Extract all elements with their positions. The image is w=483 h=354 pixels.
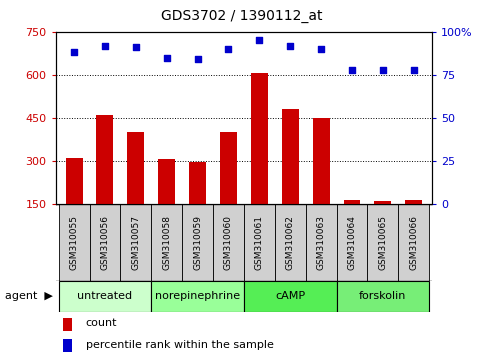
Text: percentile rank within the sample: percentile rank within the sample: [85, 339, 273, 350]
Text: agent  ▶: agent ▶: [5, 291, 53, 302]
Bar: [306, 204, 337, 281]
Bar: [374, 201, 391, 204]
Text: GSM310058: GSM310058: [162, 215, 171, 270]
Text: count: count: [85, 318, 117, 329]
Bar: [275, 204, 306, 281]
Text: GSM310056: GSM310056: [100, 215, 110, 270]
Bar: [337, 281, 429, 312]
Bar: [282, 109, 298, 204]
Text: GDS3702 / 1390112_at: GDS3702 / 1390112_at: [161, 9, 322, 23]
Bar: [220, 132, 237, 204]
Text: GSM310062: GSM310062: [286, 215, 295, 270]
Bar: [151, 281, 244, 312]
Bar: [213, 204, 244, 281]
Point: [317, 46, 325, 52]
Bar: [182, 204, 213, 281]
Point: [379, 67, 387, 73]
Text: GSM310065: GSM310065: [378, 215, 387, 270]
Text: GSM310066: GSM310066: [409, 215, 418, 270]
Bar: [405, 200, 422, 204]
Point: [410, 67, 418, 73]
Bar: [63, 318, 72, 331]
Text: untreated: untreated: [77, 291, 132, 302]
Bar: [128, 132, 144, 204]
Bar: [66, 158, 83, 204]
Text: GSM310059: GSM310059: [193, 215, 202, 270]
Point: [132, 45, 140, 50]
Bar: [58, 281, 151, 312]
Bar: [368, 204, 398, 281]
Bar: [120, 204, 151, 281]
Bar: [244, 281, 337, 312]
Text: GSM310057: GSM310057: [131, 215, 141, 270]
Point: [70, 50, 78, 55]
Bar: [343, 200, 360, 204]
Text: GSM310055: GSM310055: [70, 215, 79, 270]
Bar: [58, 204, 89, 281]
Text: GSM310061: GSM310061: [255, 215, 264, 270]
Bar: [151, 204, 182, 281]
Bar: [244, 204, 275, 281]
Point: [194, 57, 201, 62]
Text: cAMP: cAMP: [275, 291, 305, 302]
Point: [163, 55, 170, 61]
Text: norepinephrine: norepinephrine: [155, 291, 240, 302]
Point: [286, 43, 294, 48]
Point: [348, 67, 356, 73]
Bar: [89, 204, 120, 281]
Text: GSM310063: GSM310063: [317, 215, 326, 270]
Bar: [63, 339, 72, 352]
Bar: [313, 118, 329, 204]
Text: forskolin: forskolin: [359, 291, 407, 302]
Point: [225, 46, 232, 52]
Text: GSM310060: GSM310060: [224, 215, 233, 270]
Bar: [398, 204, 429, 281]
Bar: [189, 162, 206, 204]
Bar: [97, 115, 114, 204]
Point: [256, 38, 263, 43]
Point: [101, 43, 109, 48]
Bar: [337, 204, 368, 281]
Bar: [158, 159, 175, 204]
Bar: [251, 73, 268, 204]
Text: GSM310064: GSM310064: [347, 215, 356, 270]
